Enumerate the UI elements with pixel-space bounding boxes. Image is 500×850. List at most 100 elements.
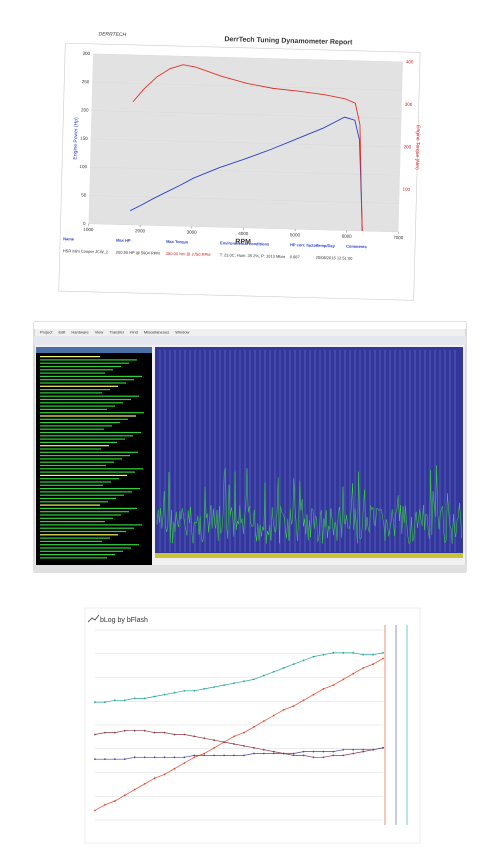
point	[94, 758, 96, 761]
point	[352, 651, 355, 654]
point	[104, 758, 106, 761]
point	[223, 684, 226, 686]
log-row	[40, 517, 113, 519]
log-row	[40, 408, 107, 410]
log-row	[40, 428, 104, 430]
grid-line	[92, 81, 403, 91]
menu-item[interactable]: Miscellaneous	[144, 330, 169, 335]
point	[163, 693, 166, 696]
point	[153, 731, 156, 734]
point	[104, 701, 106, 704]
x-tick-label: 2000	[135, 228, 146, 233]
point	[362, 750, 365, 753]
point	[322, 750, 325, 753]
point	[143, 783, 146, 785]
log-row	[40, 468, 143, 470]
point	[262, 752, 265, 755]
log-row	[40, 369, 113, 371]
log-row	[40, 398, 131, 401]
y2-axis-label: Engine Torque (Nm)	[414, 125, 421, 170]
x-tick-label: 4000	[238, 231, 249, 236]
point	[153, 695, 156, 698]
point	[322, 653, 325, 656]
point	[292, 705, 295, 707]
point	[243, 731, 245, 734]
log-row	[40, 385, 118, 387]
point	[223, 741, 226, 743]
point	[302, 659, 305, 662]
menu-item[interactable]: Find	[130, 330, 138, 335]
log-row	[40, 511, 129, 513]
log-row	[40, 418, 128, 420]
log-row	[40, 497, 116, 500]
y2-tick-label: 400	[406, 59, 414, 64]
series-line	[95, 652, 384, 703]
table-cell: T: 23.0C, Hum: 35.2%, P: 1013 Mbar	[220, 252, 286, 259]
y-tick-label: 150	[80, 136, 88, 141]
menu-item[interactable]: Window	[175, 330, 189, 335]
menu-item[interactable]: Transfer	[109, 330, 124, 335]
menu-item[interactable]: View	[95, 330, 104, 335]
log-row	[40, 527, 134, 529]
point	[233, 743, 235, 745]
point	[203, 752, 206, 755]
table-header: Max Torque	[166, 239, 189, 245]
menu-item[interactable]: Hardware	[71, 330, 89, 335]
point	[193, 754, 196, 757]
point	[342, 754, 345, 757]
toolbar	[34, 336, 466, 345]
x-tick-label: 1000	[83, 227, 94, 232]
log-row	[40, 451, 138, 453]
menu-item[interactable]: Project	[40, 330, 53, 335]
point	[332, 684, 335, 686]
point	[243, 680, 245, 683]
log-row	[40, 547, 131, 549]
log-row	[40, 494, 124, 496]
point	[193, 756, 196, 759]
log-row	[40, 461, 114, 463]
point	[312, 693, 315, 696]
point	[143, 756, 146, 759]
point	[183, 762, 186, 764]
point	[233, 754, 235, 757]
point	[362, 653, 365, 656]
series-line	[129, 116, 363, 231]
point	[322, 756, 325, 759]
point	[104, 731, 106, 734]
log-row	[40, 435, 133, 437]
log-row	[40, 356, 100, 358]
y-tick-label: 300	[82, 51, 90, 56]
point	[302, 754, 305, 757]
y2-tick-label: 300	[405, 102, 413, 107]
point	[143, 697, 146, 700]
log-row	[40, 375, 142, 377]
y-tick-label: 100	[79, 164, 87, 169]
x-tick-label: 7000	[393, 235, 404, 240]
y-tick-label: 200	[81, 107, 89, 112]
log-row	[40, 544, 139, 546]
point	[133, 756, 136, 759]
point	[362, 748, 365, 751]
point	[133, 788, 136, 791]
log-row	[40, 392, 102, 394]
grid-line	[89, 195, 400, 204]
point	[123, 758, 126, 761]
table-cell: 200.50 HP @ 5904 RPM	[116, 250, 160, 256]
point	[382, 746, 384, 749]
y-tick-label: 0	[83, 221, 86, 226]
point	[282, 708, 285, 711]
logo: DERRTECH	[98, 31, 126, 38]
y2-tick-label: 100	[402, 187, 410, 192]
log-row	[40, 488, 140, 490]
log-row	[40, 491, 132, 493]
menu-item[interactable]: Edit	[58, 330, 66, 335]
point	[104, 803, 106, 806]
log-row	[40, 415, 136, 417]
point	[342, 651, 345, 654]
log-row	[40, 514, 121, 516]
log-row	[40, 557, 107, 559]
point	[153, 756, 156, 759]
point	[94, 701, 96, 704]
y2-tick-label: 200	[404, 144, 412, 149]
point	[183, 756, 186, 759]
